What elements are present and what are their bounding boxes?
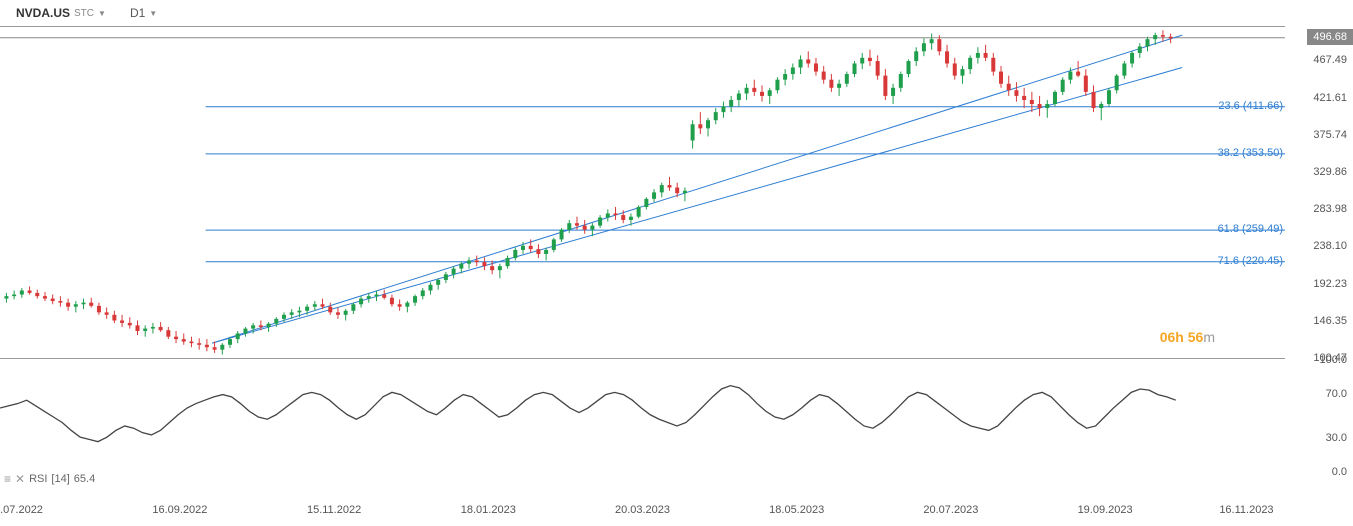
price-chart[interactable]: 06h 56m	[0, 26, 1285, 358]
y-tick-label: 238.10	[1313, 240, 1347, 252]
y-tick-label: 375.74	[1313, 129, 1347, 141]
x-tick-label: 19.09.2023	[1078, 504, 1133, 516]
rsi-label-row: ≡ ✕ RSI [14] 65.4	[4, 470, 95, 488]
symbol-selector[interactable]: NVDA.US STC ▼	[10, 4, 112, 22]
chart-toolbar: NVDA.US STC ▼ D1 ▼	[0, 0, 173, 26]
y-tick-label: 146.35	[1313, 315, 1347, 327]
y-tick-label: 283.98	[1313, 203, 1347, 215]
time-axis: 19.07.2022 16.09.2022 15.11.2022 18.01.2023…	[0, 504, 1285, 526]
fib-label: 71.6 (220.45)	[1218, 255, 1283, 267]
x-tick-label: 19.07.2022	[0, 504, 43, 516]
rsi-y-tick: 100.0	[1319, 354, 1347, 366]
rsi-name: RSI	[29, 473, 47, 485]
x-tick-label: 20.03.2023	[615, 504, 670, 516]
y-tick-label: 329.86	[1313, 166, 1347, 178]
interval-label: D1	[130, 6, 145, 20]
collapse-icon[interactable]: ≡	[4, 472, 11, 486]
close-icon[interactable]: ✕	[15, 472, 25, 486]
price-chart-svg	[0, 27, 1285, 359]
rsi-svg	[0, 359, 1285, 489]
y-tick-label: 467.49	[1313, 54, 1347, 66]
rsi-y-tick: 70.0	[1326, 388, 1347, 400]
dropdown-icon: ▼	[98, 9, 106, 18]
rsi-panel[interactable]: ≡ ✕ RSI [14] 65.4	[0, 358, 1285, 488]
rsi-y-axis: 0.030.070.0100.0	[1285, 358, 1353, 488]
price-y-axis: 100.47146.35192.23238.10283.98329.86375.…	[1285, 26, 1353, 358]
y-tick-label: 192.23	[1313, 278, 1347, 290]
countdown-timer: 06h 56m	[1160, 329, 1215, 345]
fib-label: 61.8 (259.49)	[1218, 223, 1283, 235]
rsi-value: 65.4	[74, 473, 95, 485]
symbol-label: NVDA.US	[16, 6, 70, 20]
x-tick-label: 16.09.2022	[152, 504, 207, 516]
interval-selector[interactable]: D1 ▼	[124, 4, 163, 22]
current-price-tag: 496.68	[1307, 29, 1353, 45]
fib-label: 23.6 (411.66)	[1218, 100, 1283, 112]
rsi-y-tick: 30.0	[1326, 432, 1347, 444]
y-tick-label: 421.61	[1313, 92, 1347, 104]
x-tick-label: 15.11.2022	[307, 504, 361, 516]
exchange-label: STC	[74, 8, 94, 19]
fib-label: 38.2 (353.50)	[1218, 147, 1283, 159]
x-tick-label: 18.05.2023	[769, 504, 824, 516]
x-tick-label: 16.11.2023	[1219, 504, 1273, 516]
x-tick-label: 20.07.2023	[923, 504, 978, 516]
countdown-hours: 06	[1160, 329, 1176, 345]
dropdown-icon: ▼	[149, 9, 157, 18]
rsi-period: [14]	[51, 473, 69, 485]
x-tick-label: 18.01.2023	[461, 504, 516, 516]
rsi-y-tick: 0.0	[1332, 466, 1347, 478]
countdown-minutes: 56	[1188, 329, 1204, 345]
